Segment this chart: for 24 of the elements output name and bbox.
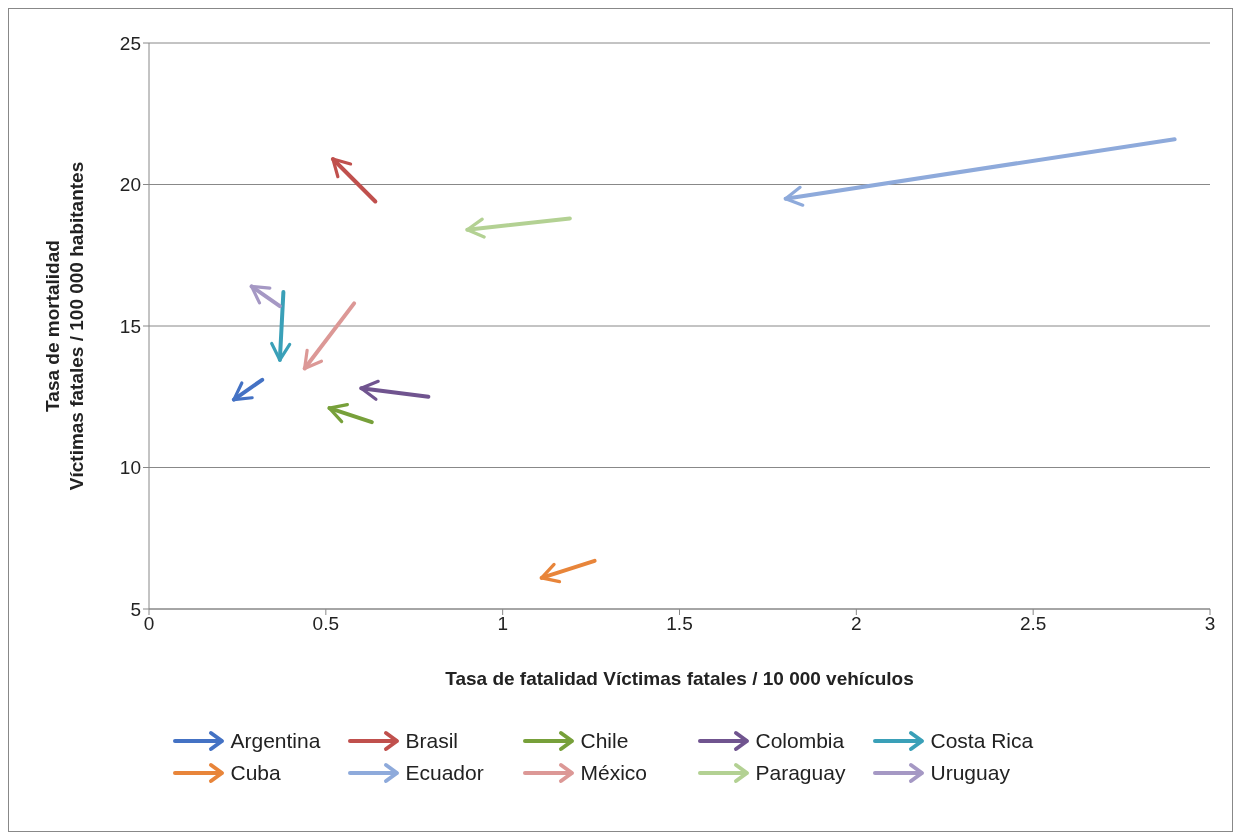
x-axis-title: Tasa de fatalidad Víctimas fatales / 10 000 vehículos <box>445 668 914 689</box>
x-tick-label: 2 <box>851 613 862 635</box>
legend-label: Brasil <box>405 729 459 753</box>
legend-label: México <box>580 761 648 785</box>
legend-label: Argentina <box>230 729 321 753</box>
legend-label: Colombia <box>755 729 845 753</box>
y-axis-title: Tasa de mortalidad Víctimas fatales / 100 000 habitantes <box>42 161 87 491</box>
legend-label: Cuba <box>230 761 281 785</box>
y-tick-label: 15 <box>119 315 141 337</box>
x-tick-label: 1 <box>497 613 508 635</box>
legend-label: Paraguay <box>755 761 846 785</box>
x-tick-label: 0 <box>143 613 155 635</box>
y-tick-label: 25 <box>119 32 141 54</box>
y-tick-label: 20 <box>119 174 141 196</box>
legend-label: Uruguay <box>930 761 1010 785</box>
legend-label: Chile <box>580 729 629 753</box>
x-tick-label: 1.5 <box>666 613 693 635</box>
x-tick-label: 2.5 <box>1019 613 1047 635</box>
legend-label: Ecuador <box>405 761 484 785</box>
x-tick-label: 3 <box>1204 613 1216 635</box>
y-tick-label: 10 <box>119 457 141 479</box>
x-tick-label: 0.5 <box>312 613 340 635</box>
legend-label: Costa Rica <box>930 729 1034 753</box>
y-tick-label: 5 <box>130 598 141 620</box>
